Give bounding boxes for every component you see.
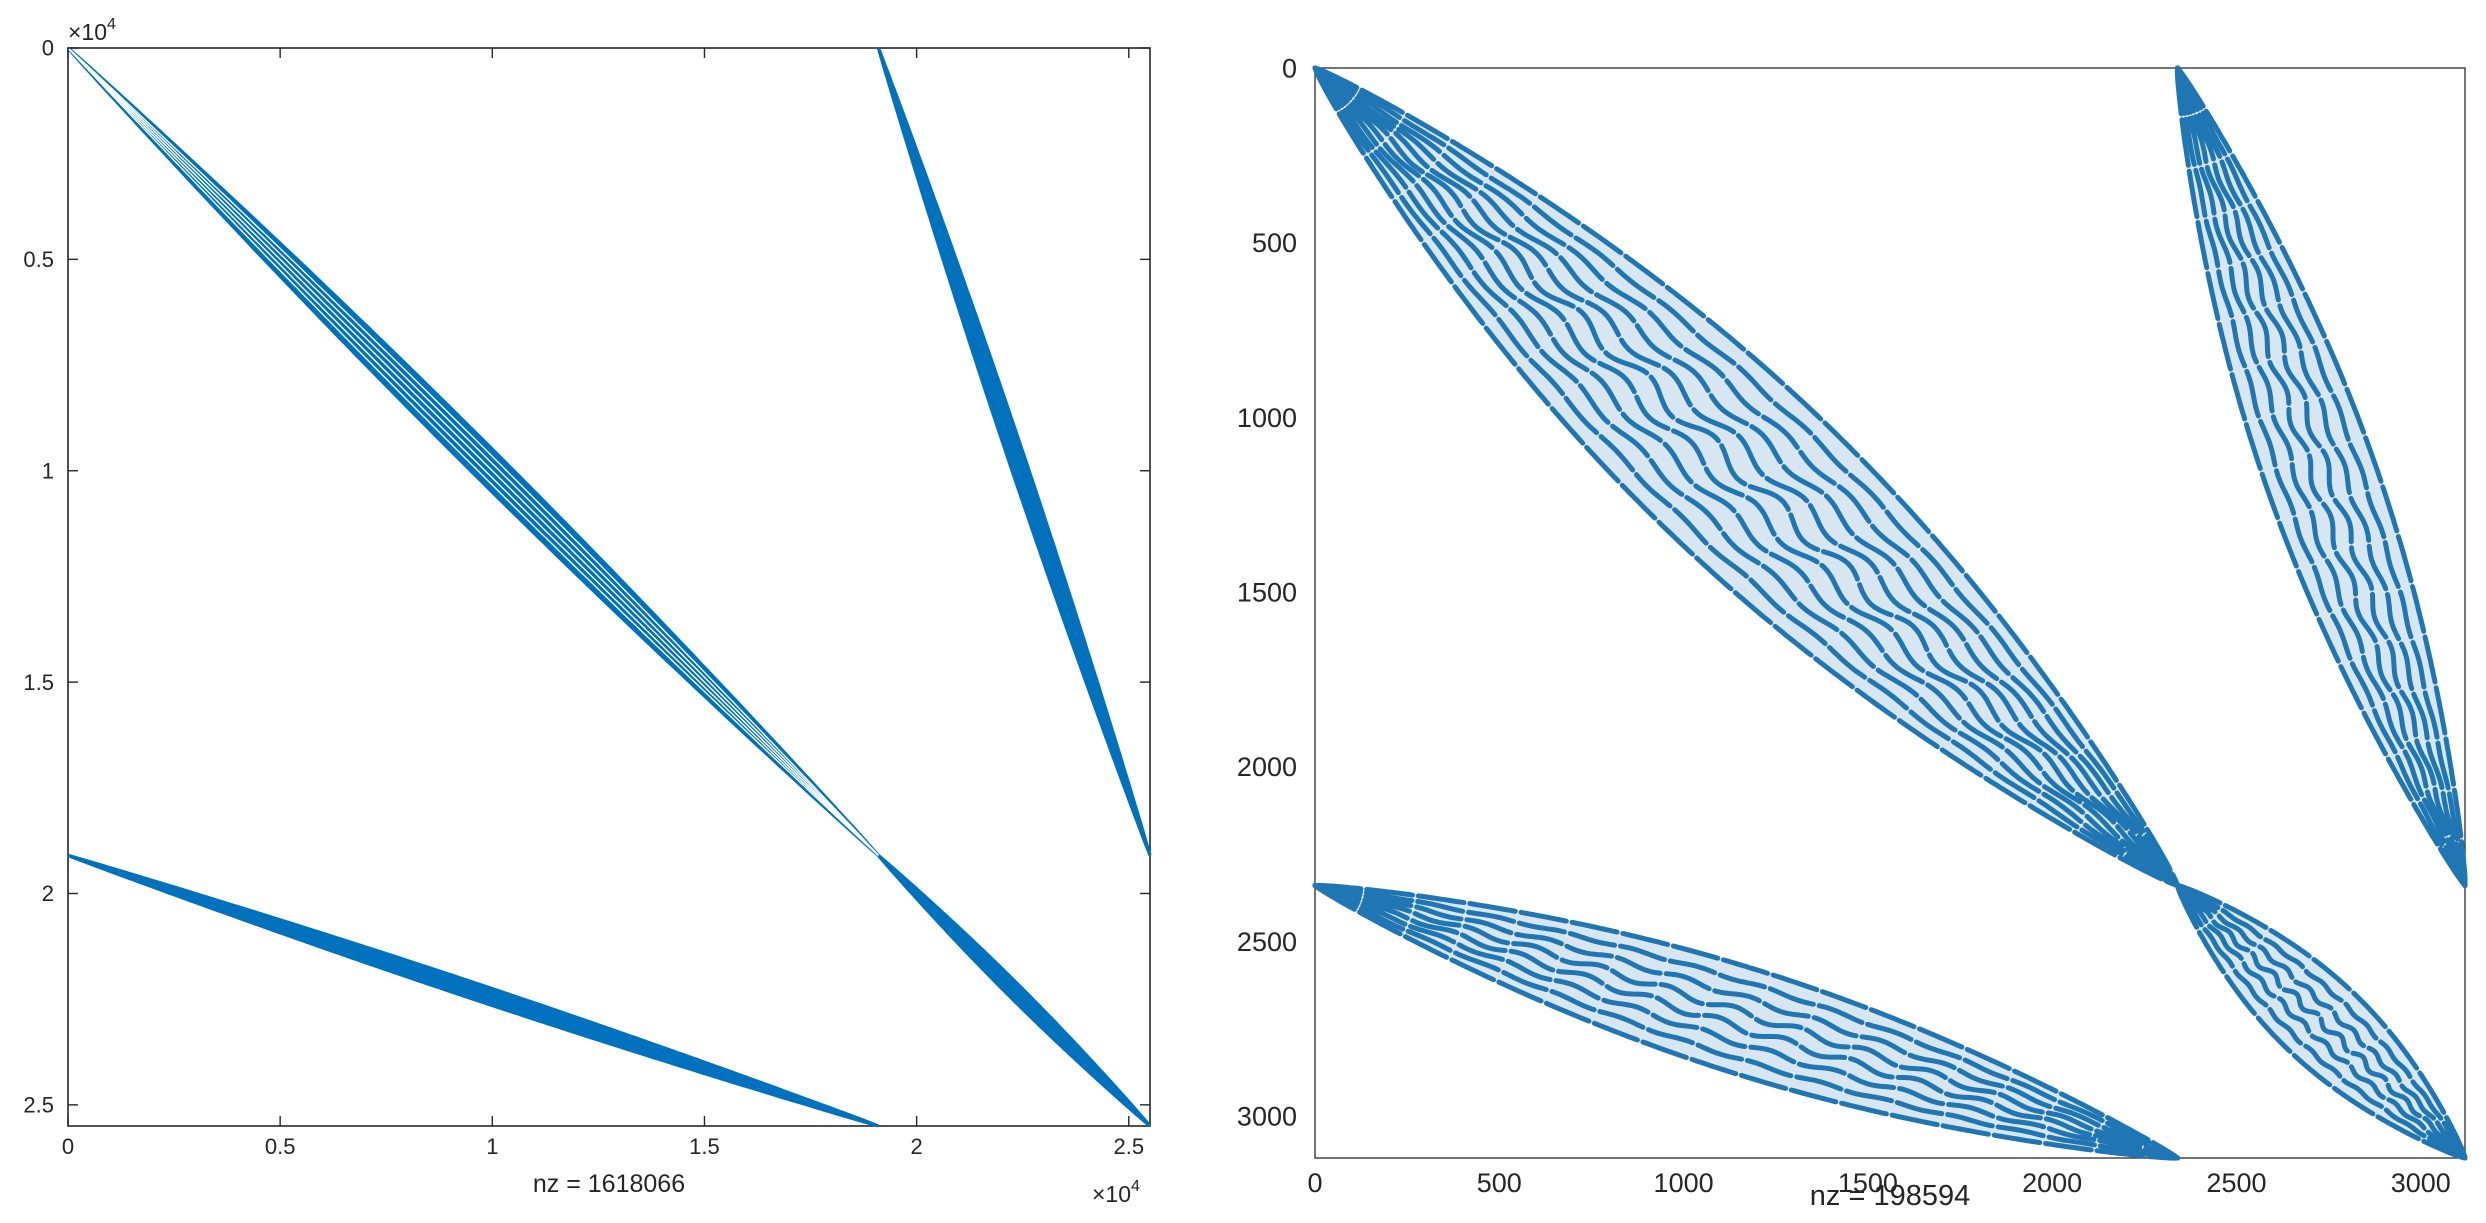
band-separator	[67, 47, 879, 856]
y-exponent-label: ×104	[68, 16, 116, 45]
band-core	[2175, 67, 2467, 886]
band-line	[2175, 65, 2468, 888]
band-4	[1312, 882, 2180, 1161]
y-tick-label: 2500	[1237, 927, 1297, 957]
band-line	[2175, 65, 2468, 888]
band-line	[1312, 65, 2180, 888]
x-tick-label: 0.5	[265, 1134, 296, 1159]
band-line	[1312, 65, 2180, 888]
band-line	[2175, 883, 2468, 1161]
x-tick-label: 2000	[2022, 1168, 2082, 1198]
band-3	[876, 47, 1152, 856]
band-line	[2175, 65, 2468, 888]
x-axis-label-left: nz = 1618066	[533, 1170, 685, 1198]
band-line	[1312, 883, 2180, 1161]
band-fill	[67, 853, 879, 1128]
band-1	[1312, 65, 2180, 888]
band-line	[1312, 883, 2180, 1161]
band-core	[2176, 884, 2467, 1160]
y-tick-label: 1.5	[23, 670, 54, 695]
band-line	[1312, 65, 2180, 888]
x-tick-label: 1.5	[689, 1134, 720, 1159]
y-tick-label: 2000	[1237, 752, 1297, 782]
band-line	[1312, 65, 2180, 888]
band-line	[1312, 882, 2180, 1161]
band-line	[1312, 883, 2180, 1161]
band-line	[2175, 883, 2468, 1161]
y-tick-label: 1500	[1237, 577, 1297, 607]
x-tick-label: 1	[486, 1134, 498, 1159]
band-line	[2175, 883, 2468, 1161]
band-line	[1312, 883, 2180, 1161]
x-tick-label: 3000	[2391, 1168, 2451, 1198]
band-2	[2175, 883, 2468, 1161]
band-line	[1312, 65, 2180, 888]
y-tick-label: 0	[1282, 53, 1297, 83]
band-4	[67, 853, 879, 1128]
band-separator	[67, 47, 879, 856]
band-line	[1312, 65, 2180, 888]
band-line	[1312, 65, 2180, 888]
band-2	[877, 854, 1152, 1128]
y-tick-label: 1000	[1237, 403, 1297, 433]
x-tick-label: 500	[1477, 1168, 1522, 1198]
y-tick-label: 2.5	[23, 1093, 54, 1118]
band-line	[2175, 883, 2468, 1161]
y-tick-label: 500	[1252, 228, 1297, 258]
band-line	[1312, 883, 2180, 1161]
x-tick-label: 2500	[2206, 1168, 2266, 1198]
y-tick-label: 1	[42, 458, 54, 483]
band-line	[2175, 883, 2468, 1161]
ticks-left: 0 0.5 1 1.5 2 2.5 0 0.5 1 1.5 2 2.5	[23, 36, 1150, 1159]
band-separator	[67, 47, 879, 856]
x-exponent-label: ×104	[1092, 1178, 1140, 1207]
x-tick-label: 0	[62, 1134, 74, 1159]
x-tick-label: 1000	[1654, 1168, 1714, 1198]
band-3	[2174, 65, 2468, 888]
y-tick-label: 0.5	[23, 247, 54, 272]
band-fill	[877, 854, 1152, 1128]
x-tick-label: 2	[911, 1134, 923, 1159]
band-separator	[67, 47, 879, 856]
sparsity-plot-left: 0 0.5 1 1.5 2 2.5 0 0.5 1 1.5 2 2.5 nz = 1618066 ×1…	[23, 16, 1152, 1207]
sparsity-plot-right: 0 500 1000 1500 2000 2500 3000 0 500 1000 1500 2000…	[1237, 53, 2468, 1212]
band-separator	[67, 47, 879, 856]
band-line	[1312, 65, 2180, 888]
band-line	[2175, 883, 2468, 1161]
band-line	[2175, 65, 2468, 888]
band-line	[1312, 65, 2180, 888]
band-line	[2175, 65, 2468, 888]
y-tick-label: 3000	[1237, 1102, 1297, 1132]
band-line	[2175, 65, 2468, 888]
band-1	[66, 46, 880, 857]
band-line	[1312, 65, 2180, 888]
band-core	[1313, 66, 2179, 887]
band-line	[1312, 883, 2180, 1161]
band-line	[2175, 883, 2468, 1161]
x-tick-label: 1500	[1838, 1168, 1898, 1198]
x-tick-label: 0	[1307, 1168, 1322, 1198]
marks-right	[1312, 65, 2468, 1161]
ticks-right: 0 500 1000 1500 2000 2500 3000 0 500 1000 1500 2000…	[1237, 53, 2451, 1198]
x-tick-label: 2.5	[1113, 1134, 1144, 1159]
y-tick-label: 0	[42, 36, 54, 61]
y-tick-label: 2	[42, 881, 54, 906]
band-line	[2174, 65, 2468, 888]
band-core	[1314, 883, 2178, 1160]
marks-left	[66, 46, 1152, 1128]
band-fill	[876, 47, 1152, 856]
band-line	[2175, 65, 2468, 888]
band-line	[1312, 65, 2180, 888]
x-axis-label-right: nz = 198594	[1810, 1180, 1970, 1212]
band-line	[1312, 883, 2180, 1161]
